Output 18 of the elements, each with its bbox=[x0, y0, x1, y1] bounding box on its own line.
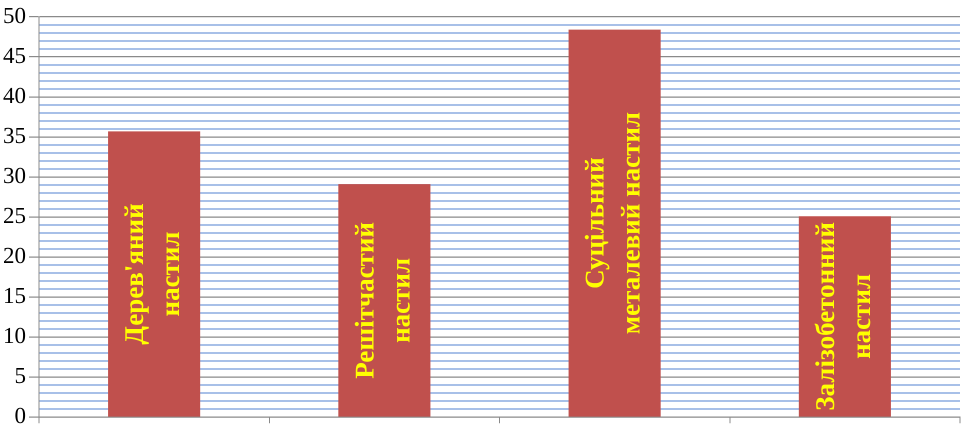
y-tick-label: 25 bbox=[3, 203, 26, 228]
y-tick-label: 5 bbox=[14, 363, 26, 388]
y-tick-label: 15 bbox=[3, 283, 26, 308]
y-tick-label: 45 bbox=[3, 42, 26, 68]
y-tick-label: 10 bbox=[3, 323, 26, 348]
x-tick-label: Суцільний металевий настил bbox=[580, 112, 646, 334]
bar bbox=[338, 184, 430, 417]
y-tick-label: 20 bbox=[3, 243, 26, 268]
x-tick-label: Залізобетонний настил bbox=[810, 222, 876, 411]
y-tick-label: 30 bbox=[3, 163, 26, 188]
bar bbox=[108, 131, 200, 417]
x-tick-label: Решітчастий настил bbox=[349, 222, 416, 379]
y-tick-label: 0 bbox=[14, 403, 26, 428]
bar bbox=[568, 30, 661, 417]
x-tick-label: Дерев'яний настил bbox=[119, 203, 186, 345]
y-tick-label: 50 bbox=[3, 2, 26, 28]
y-tick-label: 40 bbox=[3, 82, 26, 108]
y-tick-label: 35 bbox=[3, 122, 26, 148]
